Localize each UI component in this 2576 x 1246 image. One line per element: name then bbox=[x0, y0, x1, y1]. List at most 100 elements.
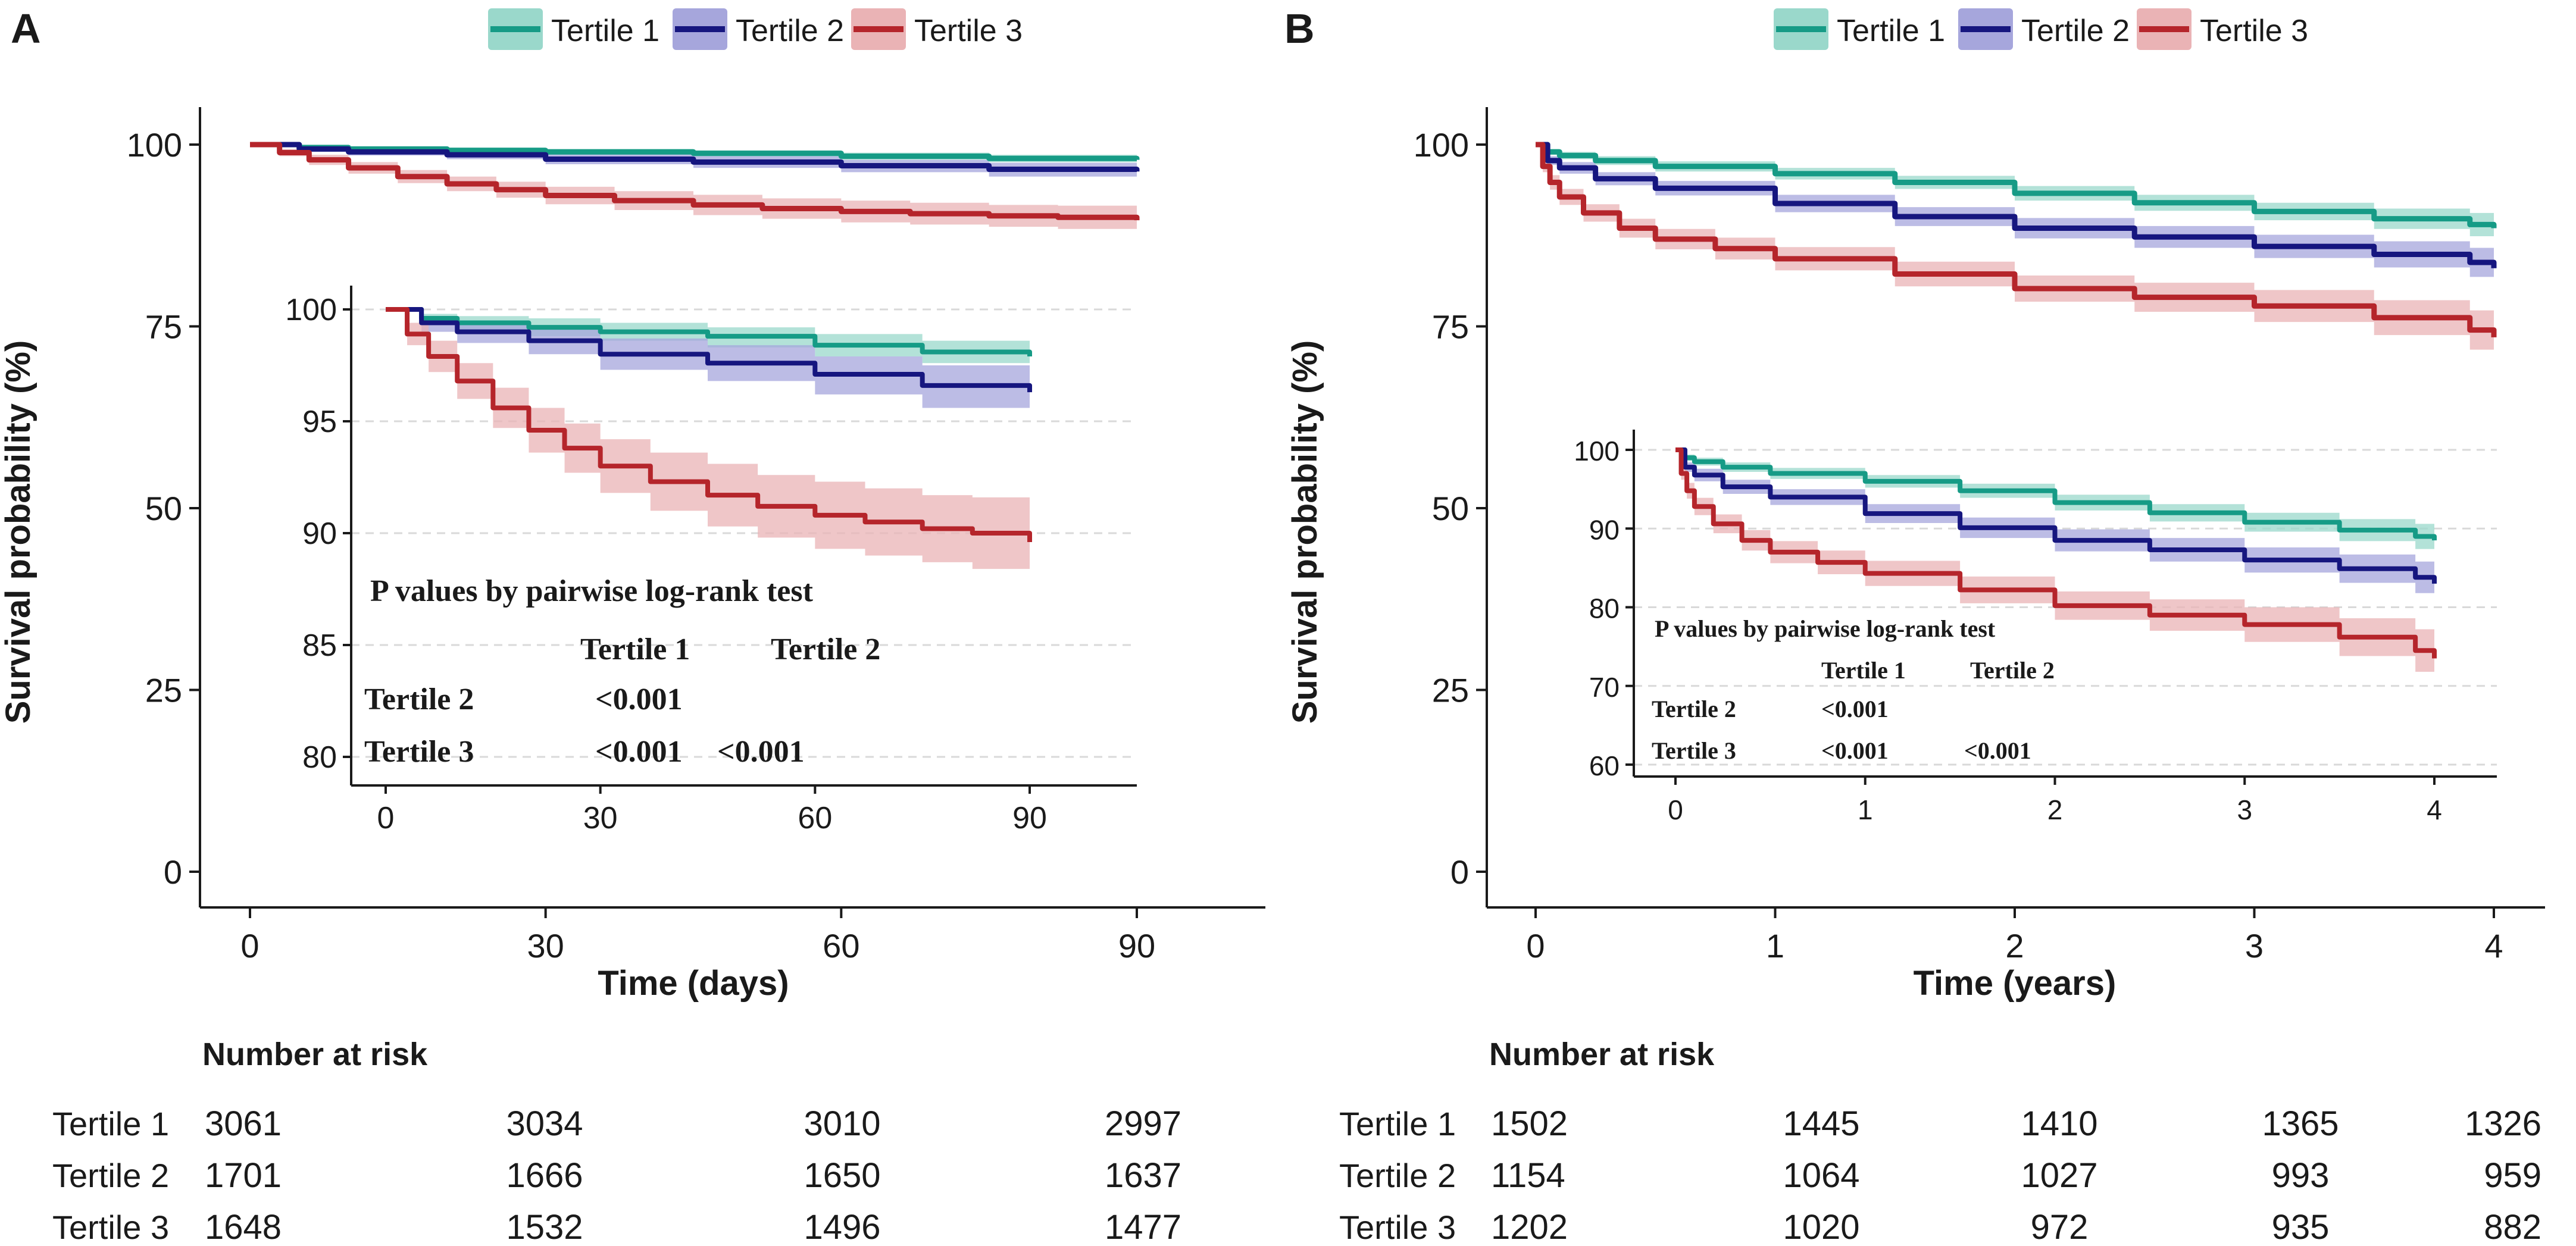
y-axis-title: Survival probability (%) bbox=[1286, 340, 1324, 724]
y-tick-label: 50 bbox=[1432, 490, 1469, 527]
pvalue-row-label: Tertile 3 bbox=[1652, 737, 1736, 764]
inset-ci-band-3 bbox=[386, 309, 1030, 585]
pvalue-row-label: Tertile 2 bbox=[1652, 696, 1736, 722]
x-tick-label: 4 bbox=[2484, 927, 2503, 965]
inset-y-tick-label: 70 bbox=[1589, 672, 1620, 703]
risk-cell: 1445 bbox=[1783, 1104, 1859, 1143]
x-tick-label: 0 bbox=[1526, 927, 1545, 965]
risk-cell: 1477 bbox=[1105, 1208, 1181, 1246]
inset-survival-line-1 bbox=[386, 307, 1032, 356]
pvalue-table: P values by pairwise log-rank test Tertil… bbox=[364, 574, 880, 769]
legend-item: Tertile 1 bbox=[488, 8, 659, 50]
inset-x-tick-label: 0 bbox=[1668, 794, 1683, 825]
x-tick-label: 60 bbox=[823, 927, 859, 965]
legend-item: Tertile 1 bbox=[1774, 8, 1945, 50]
pvalue-cell: <0.001 bbox=[595, 683, 683, 716]
pvalue-cell: <0.001 bbox=[717, 735, 805, 769]
legend-label: Tertile 2 bbox=[736, 14, 844, 48]
survival-line-2 bbox=[1536, 142, 2497, 268]
risk-cell: 1020 bbox=[1783, 1208, 1859, 1246]
inset-survival-line-2 bbox=[1675, 447, 2437, 584]
risk-cell: 2997 bbox=[1105, 1104, 1181, 1143]
inset-survival-line-2 bbox=[386, 307, 1032, 393]
risk-cell: 1064 bbox=[1783, 1156, 1859, 1195]
y-tick-label: 0 bbox=[164, 853, 182, 891]
x-axis-title: Time (years) bbox=[1914, 964, 2117, 1003]
risk-cell: 1202 bbox=[1491, 1208, 1568, 1246]
risk-cell: 1532 bbox=[506, 1208, 583, 1246]
inset-y-tick-label: 90 bbox=[302, 516, 337, 551]
inset-survival-line-3 bbox=[1675, 447, 2437, 659]
panel-b: B Tertile 1 Tertile 2 Tertile 3 0 25 50 75 100 0 1… bbox=[1284, 5, 2545, 1246]
legend-label: Tertile 3 bbox=[914, 14, 1023, 48]
main-plot: 0 25 50 75 100 0 30 60 90 Time (days) Survival pro… bbox=[0, 107, 1265, 1003]
risk-cell: 3061 bbox=[205, 1104, 282, 1143]
legend-label: Tertile 1 bbox=[1837, 14, 1945, 48]
inset-x-tick-label: 0 bbox=[377, 801, 395, 835]
x-tick-label: 2 bbox=[2005, 927, 2024, 965]
risk-row-label: Tertile 1 bbox=[1339, 1105, 1456, 1142]
survival-line-1 bbox=[1536, 142, 2497, 228]
risk-row-label: Tertile 2 bbox=[1339, 1157, 1456, 1194]
x-axis-title: Time (days) bbox=[598, 964, 789, 1003]
risk-cell: 1650 bbox=[804, 1156, 880, 1195]
risk-cell: 3010 bbox=[804, 1104, 880, 1143]
survival-line-2 bbox=[250, 142, 1140, 173]
risk-cell: 972 bbox=[2031, 1208, 2089, 1246]
inset-curves bbox=[386, 307, 1032, 585]
y-tick-label: 100 bbox=[1414, 126, 1469, 164]
risk-table: Number at risk Tertile 1 1502 1445 1410 1365 1… bbox=[1339, 1037, 2541, 1246]
pvalue-row-label: Tertile 3 bbox=[364, 735, 474, 769]
legend-label: Tertile 1 bbox=[551, 14, 659, 48]
risk-cell: 1496 bbox=[804, 1208, 880, 1246]
risk-row-label: Tertile 2 bbox=[52, 1157, 169, 1194]
inset-y-tick-label: 60 bbox=[1589, 750, 1620, 781]
risk-cell: 1027 bbox=[2021, 1156, 2097, 1195]
y-tick-label: 0 bbox=[1450, 853, 1469, 891]
risk-cell: 1648 bbox=[205, 1208, 282, 1246]
risk-table-title: Number at risk bbox=[1489, 1037, 1715, 1072]
inset-x-tick-label: 1 bbox=[1858, 794, 1873, 825]
risk-cell: 882 bbox=[2484, 1208, 2541, 1246]
main-plot: 0 25 50 75 100 0 1 2 3 4 Time (years) Survival prob… bbox=[1286, 107, 2545, 1003]
inset-x-tick-label: 60 bbox=[798, 801, 832, 835]
risk-cell: 1326 bbox=[2465, 1104, 2541, 1143]
inset-y-tick-label: 85 bbox=[302, 628, 337, 663]
inset-survival-line-1 bbox=[1675, 447, 2437, 541]
panel-label: A bbox=[11, 5, 41, 52]
pvalue-col-header: Tertile 1 bbox=[1821, 657, 1906, 684]
inset-y-tick-label: 95 bbox=[302, 405, 337, 439]
y-tick-label: 50 bbox=[145, 490, 182, 527]
pvalue-title: P values by pairwise log-rank test bbox=[1655, 615, 1996, 642]
legend-label: Tertile 3 bbox=[2200, 14, 2308, 48]
inset-plot: 80 85 90 95 100 0 30 60 90 P values by pairwise l… bbox=[285, 286, 1137, 835]
inset-x-tick-label: 4 bbox=[2427, 794, 2442, 825]
inset-survival-line-3 bbox=[386, 307, 1032, 543]
risk-cell: 1502 bbox=[1491, 1104, 1568, 1143]
survival-line-3 bbox=[1536, 142, 2497, 337]
pvalue-cell: <0.001 bbox=[1821, 737, 1889, 764]
survival-line-3 bbox=[250, 142, 1140, 221]
risk-cell: 1365 bbox=[2262, 1104, 2339, 1143]
inset-x-tick-label: 3 bbox=[2237, 794, 2252, 825]
risk-row-label: Tertile 3 bbox=[1339, 1209, 1456, 1246]
risk-cell: 959 bbox=[2484, 1156, 2541, 1195]
risk-cell: 1410 bbox=[2021, 1104, 2097, 1143]
risk-table: Number at risk Tertile 1 3061 3034 3010 2997 T… bbox=[52, 1037, 1181, 1246]
y-tick-label: 75 bbox=[145, 308, 182, 346]
inset-y-tick-label: 100 bbox=[1574, 436, 1620, 467]
legend-item: Tertile 3 bbox=[2137, 8, 2308, 50]
risk-cell: 1154 bbox=[1491, 1156, 1565, 1195]
inset-curves bbox=[1675, 447, 2437, 681]
inset-y-tick-label: 100 bbox=[285, 293, 337, 327]
inset-y-tick-label: 90 bbox=[1589, 514, 1620, 545]
y-tick-label: 25 bbox=[1432, 672, 1469, 709]
panel-label: B bbox=[1284, 5, 1315, 52]
x-tick-label: 90 bbox=[1118, 927, 1155, 965]
x-tick-label: 0 bbox=[240, 927, 259, 965]
risk-cell: 1637 bbox=[1105, 1156, 1181, 1195]
y-axis-title: Survival probability (%) bbox=[0, 340, 37, 724]
legend-item: Tertile 2 bbox=[1958, 8, 2130, 50]
inset-y-tick-label: 80 bbox=[1589, 593, 1620, 624]
